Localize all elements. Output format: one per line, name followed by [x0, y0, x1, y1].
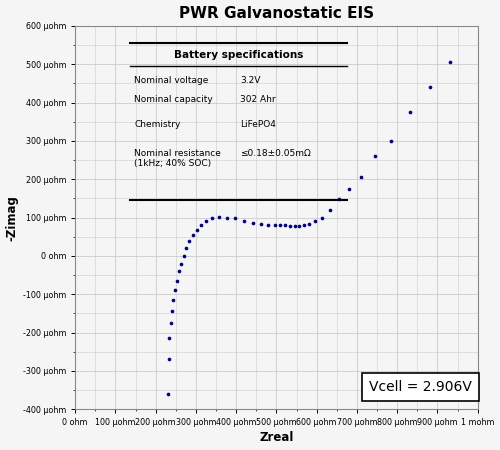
Title: PWR Galvanostatic EIS: PWR Galvanostatic EIS: [179, 5, 374, 21]
Text: Nominal resistance
(1kHz; 40% SOC): Nominal resistance (1kHz; 40% SOC): [134, 148, 222, 168]
Point: [166, 320, 174, 327]
Text: 3.2V: 3.2V: [240, 76, 260, 85]
Point: [164, 356, 172, 363]
Point: [216, 213, 224, 220]
Point: [173, 277, 181, 284]
Point: [182, 245, 190, 252]
Point: [166, 335, 173, 342]
Point: [311, 218, 319, 225]
Point: [345, 185, 353, 193]
Point: [305, 220, 313, 228]
Point: [185, 237, 193, 244]
Point: [426, 84, 434, 91]
Point: [208, 214, 216, 221]
Text: Battery specifications: Battery specifications: [174, 50, 303, 60]
Point: [171, 287, 179, 294]
Point: [240, 218, 248, 225]
Point: [300, 222, 308, 229]
Text: Chemistry: Chemistry: [134, 120, 181, 129]
Point: [271, 222, 279, 229]
Point: [387, 137, 395, 144]
Point: [286, 222, 294, 230]
Point: [249, 220, 257, 227]
Point: [197, 222, 205, 229]
Text: Nominal voltage: Nominal voltage: [134, 76, 209, 85]
Point: [202, 217, 210, 224]
Text: ≤0.18±0.05mΩ: ≤0.18±0.05mΩ: [240, 148, 311, 157]
Point: [357, 174, 365, 181]
Point: [177, 260, 185, 267]
Point: [170, 297, 177, 304]
Y-axis label: -Zimag: -Zimag: [6, 195, 18, 240]
Point: [223, 214, 231, 221]
Text: 302 Ahr: 302 Ahr: [240, 95, 276, 104]
Point: [335, 196, 343, 203]
Point: [257, 221, 265, 228]
Point: [168, 308, 176, 315]
Point: [175, 268, 183, 275]
Point: [282, 222, 290, 229]
X-axis label: Zreal: Zreal: [260, 432, 294, 445]
Point: [193, 226, 201, 234]
Point: [326, 206, 334, 213]
Point: [371, 153, 379, 160]
Point: [290, 222, 298, 230]
Text: LiFePO4: LiFePO4: [240, 120, 276, 129]
Point: [232, 215, 239, 222]
Text: Vcell = 2.906V: Vcell = 2.906V: [369, 380, 472, 394]
Point: [406, 108, 414, 116]
Point: [276, 222, 284, 229]
Point: [180, 252, 188, 260]
Point: [164, 390, 172, 397]
Point: [446, 58, 454, 66]
Point: [189, 231, 197, 239]
Point: [318, 214, 326, 221]
Point: [295, 222, 303, 230]
Point: [264, 222, 272, 229]
Text: Nominal capacity: Nominal capacity: [134, 95, 213, 104]
